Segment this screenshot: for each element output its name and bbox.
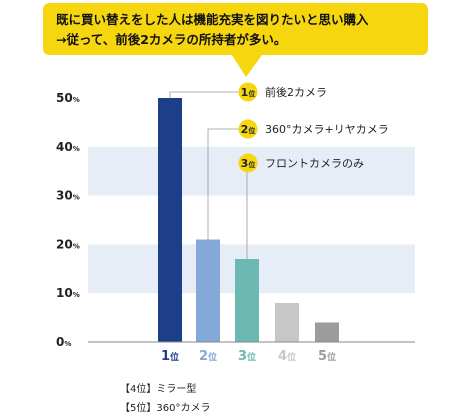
bar-2 [196,239,220,342]
bar-1 [158,98,182,342]
x-tick-label-2: 2位 [199,349,217,364]
leader-line-1 [169,91,239,98]
leader-line-2 [207,128,239,240]
bar-3 [235,259,259,342]
x-tick-label-1: 1位 [161,349,179,364]
y-tick-label-40: 40% [56,140,80,154]
callout-line-2: →従って、前後2カメラの所持者が多い。 [56,32,286,47]
footnote-rank5-tag: 【5位】 [120,403,157,414]
footnote-rank5-text: 360°カメラ [156,403,211,414]
annotation-label-2: 360°カメラ+リヤカメラ [265,123,389,136]
callout-line-1: 既に買い替えをした人は機能充実を図りたいと思い購入 [56,12,369,27]
rank-badge-1 [238,82,258,102]
bars [158,98,339,342]
x-tick-label-4: 4位 [278,349,296,364]
footnote-rank4-text: ミラー型 [156,384,197,395]
bar-4 [275,302,299,342]
annotation-label-3: フロントカメラのみ [265,157,364,170]
rank-badge-3 [238,153,258,173]
rank-badge-text-2: 2位 [241,123,256,136]
footnotes: 【4位】ミラー型 【5位】360°カメラ [120,380,210,418]
annotations: 1位 前後2カメラ 2位 360°カメラ+リヤカメラ 3位 フロントカメラのみ [169,82,389,260]
rank-badge-text-3: 3位 [241,157,256,170]
x-axis: 1位 2位 3位 4位 5位 [161,349,336,364]
callout-bubble [43,3,428,77]
y-tick-label-20: 20% [56,237,80,251]
x-tick-label-5: 5位 [318,349,336,364]
rank-badge-text-1: 1位 [241,86,256,99]
footnote-rank5: 【5位】360°カメラ [120,399,210,418]
y-tick-label-30: 30% [56,189,80,203]
annotation-label-1: 前後2カメラ [265,85,327,99]
footnote-rank4-tag: 【4位】 [120,384,157,395]
footnote-rank4: 【4位】ミラー型 [120,380,210,399]
y-tick-label-0: 0% [56,335,71,349]
bar-5 [315,322,339,342]
y-tick-label-50: 50% [56,91,80,105]
x-tick-label-3: 3位 [238,349,256,364]
y-tick-label-10: 10% [56,286,80,300]
callout: 既に買い替えをした人は機能充実を図りたいと思い購入 →従って、前後2カメラの所持… [43,3,428,77]
y-axis: 0% 10% 20% 30% 40% 50% [56,91,80,349]
rank-badge-2 [238,119,258,139]
